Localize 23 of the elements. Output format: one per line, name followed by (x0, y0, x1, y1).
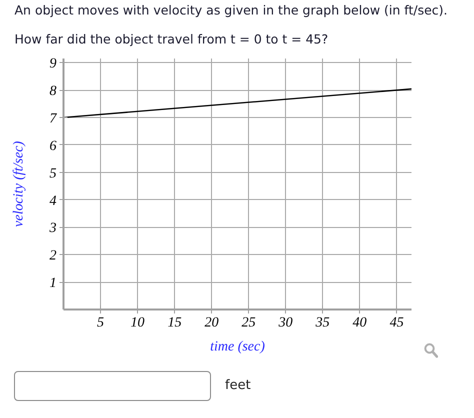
x-tick-label: 20 (204, 316, 219, 330)
chart-title: An object moves with velocity as given in the graph below (in ft/sec). (14, 2, 448, 18)
text: feet (225, 377, 251, 395)
x-tick-label: 45 (390, 316, 404, 330)
y-tick-label: 8 (50, 84, 56, 100)
x-tick-label: 10 (130, 316, 145, 330)
y-tick-label: 6 (50, 138, 56, 154)
y-tick-label: 1 (50, 276, 56, 292)
x-axis-title: time (sec) (210, 340, 266, 354)
x-tick-label: 40 (352, 316, 367, 330)
y-tick-label: 4 (50, 194, 56, 209)
y-tick-label: 9 (50, 56, 56, 72)
y-tick-label: 5 (50, 166, 56, 182)
y-tick-label: 3 (48, 221, 56, 236)
x-tick-label: 15 (168, 316, 182, 330)
y-tick-label: 2 (50, 248, 56, 264)
y-tick-label: 7 (50, 111, 58, 126)
x-tick-label: 35 (314, 316, 330, 330)
x-tick-label: 25 (242, 316, 256, 330)
y-axis-title: velocity (ft/sec) (12, 140, 26, 227)
chart-subtitle: How far did the object travel from t = 0 to t = 45? (14, 32, 328, 46)
x-tick-label: 30 (278, 316, 293, 330)
x-tick-label: 5 (97, 316, 104, 330)
